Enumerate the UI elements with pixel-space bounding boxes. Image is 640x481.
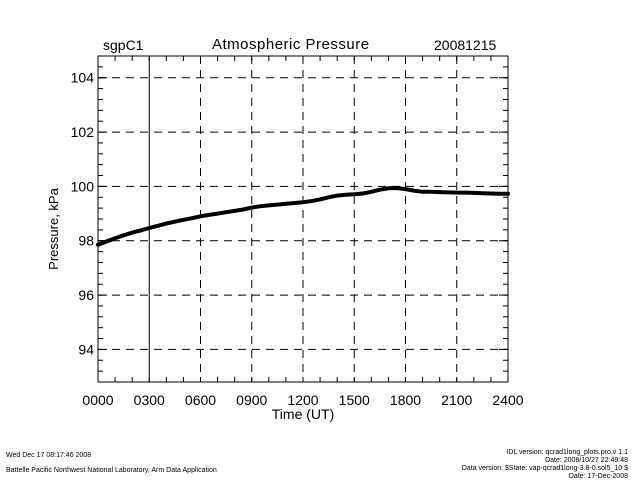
x-axis-label: Time (UT) <box>272 406 334 422</box>
site-label: sgpC1 <box>103 37 144 53</box>
x-tick-label: 0900 <box>236 392 267 408</box>
y-tick-label: 104 <box>71 70 95 86</box>
x-tick-label: 1200 <box>287 392 318 408</box>
y-axis-label: Pressure, kPa <box>46 187 61 269</box>
x-tick-label: 1800 <box>390 392 421 408</box>
footer-version-info: IDL version: qcrad1long_plots.pro,v 1.1 … <box>462 449 628 481</box>
x-tick-label: 0000 <box>82 392 113 408</box>
y-tick-label: 94 <box>78 341 94 357</box>
x-tick-label: 2100 <box>441 392 472 408</box>
x-tick-label: 0600 <box>185 392 216 408</box>
date-label: 20081215 <box>434 37 497 53</box>
x-tick-label: 1500 <box>339 392 370 408</box>
footer-idl-date: Date: 2008/10/27 22:49:48 <box>545 457 628 464</box>
plot-frame <box>97 55 509 383</box>
footer-organization: Battelle Pacific Northwest National Labo… <box>6 467 217 474</box>
footer-data-version: Data version: $State: vap-qcrad1long-3.8… <box>461 465 628 472</box>
y-tick-label: 96 <box>78 287 94 303</box>
y-tick-label: 100 <box>71 178 95 194</box>
footer-idl-version: IDL version: qcrad1long_plots.pro,v 1.1 <box>506 449 628 456</box>
pressure-series-line <box>96 186 510 247</box>
y-tick-label: 98 <box>78 233 94 249</box>
x-tick-label: 0300 <box>134 392 165 408</box>
footer-data-date: Date: 17-Dec-2008 <box>568 473 628 480</box>
y-tick-label: 102 <box>71 124 95 140</box>
footer-timestamp: Wed Dec 17 08:17:46 2008 <box>6 452 92 459</box>
chart-title: Atmospheric Pressure <box>212 36 370 53</box>
x-tick-label: 2400 <box>492 392 523 408</box>
